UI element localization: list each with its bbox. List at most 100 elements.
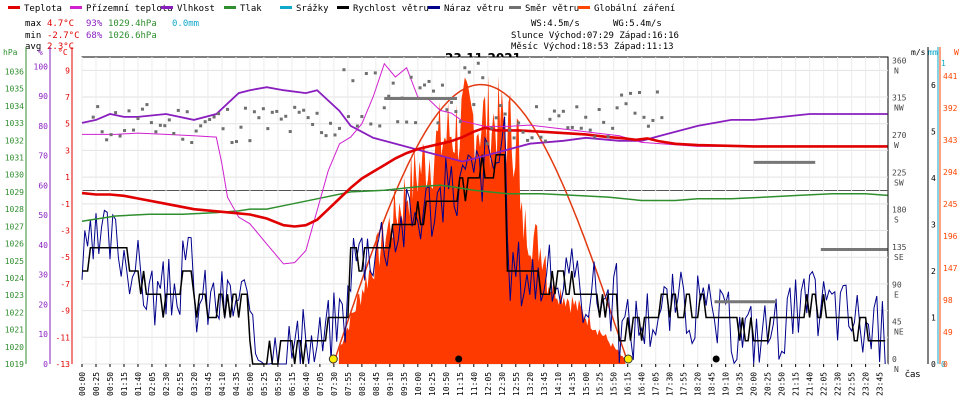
- axis-hpa-tick: 1029: [5, 188, 24, 197]
- x-tick-label: 14:35: [568, 372, 577, 396]
- wind-direction-point: [306, 116, 310, 120]
- axis-wind-tick: 2: [931, 267, 936, 276]
- temperature-line: [81, 126, 888, 228]
- wind-direction-point: [427, 79, 431, 83]
- axis-direction-label: NW: [894, 104, 904, 113]
- wind-direction-point: [557, 114, 561, 118]
- stat-max-press: 1029.4hPa: [108, 19, 157, 29]
- wind-direction-point: [436, 121, 440, 125]
- legend-swatch: [509, 6, 521, 9]
- legend-swatch: [280, 6, 292, 9]
- wind-direction-point: [503, 112, 507, 116]
- x-tick-label: 04:35: [232, 372, 241, 396]
- axis-temp-tick: -3: [60, 227, 70, 236]
- axis-temp-tick: 9: [65, 66, 70, 75]
- wind-direction-point: [333, 133, 337, 137]
- wind-direction-point: [620, 93, 624, 97]
- wind-direction-point: [185, 110, 189, 114]
- wind-direction-point: [364, 72, 368, 76]
- wind-direction-point: [633, 111, 637, 115]
- legend-item: Vlhkost: [161, 4, 215, 14]
- axis-temp-tick: 5: [65, 120, 70, 129]
- x-tick-label: 01:40: [134, 372, 143, 396]
- axis-radiation-tick: 98: [943, 296, 953, 305]
- wind-direction-point: [114, 111, 118, 115]
- wind-direction-point: [275, 109, 279, 113]
- wind-direction-point: [579, 126, 583, 130]
- x-tick-label: 08:20: [358, 372, 367, 396]
- legend-label: Teplota: [24, 4, 62, 14]
- wind-direction-point: [302, 108, 306, 112]
- axis-radiation-tick: 343: [943, 136, 958, 145]
- x-tick-label: 17:30: [666, 372, 675, 396]
- axis-radiation-tick: 49: [943, 328, 953, 337]
- axis-hpa-tick: 1036: [5, 68, 24, 77]
- wind-direction-point: [109, 133, 113, 137]
- wind-direction-point: [611, 126, 615, 130]
- wind-direction-point: [118, 134, 122, 138]
- wind-direction-point: [284, 114, 288, 118]
- axis-humidity-tick: 70: [38, 152, 48, 161]
- axis-wind-tick: 5: [931, 127, 936, 136]
- axis-humidity-tick: 90: [38, 92, 48, 101]
- x-tick-label: 21:40: [806, 372, 815, 396]
- axis-temp-tick: 3: [65, 146, 70, 155]
- x-tick-label: 08:45: [372, 372, 381, 396]
- axis-hpa-tick: 1030: [5, 171, 24, 180]
- wind-direction-point: [270, 110, 274, 114]
- wind-direction-point: [588, 128, 592, 132]
- x-tick-label: 05:00: [246, 372, 255, 396]
- axis-direction-tick: 45: [892, 318, 902, 327]
- axis-humidity-tick: 30: [38, 271, 48, 280]
- wind-direction-point: [252, 110, 256, 114]
- x-tick-label: 10:25: [428, 372, 437, 396]
- wind-direction-point: [655, 90, 659, 94]
- humidity-line: [81, 86, 888, 163]
- axis-radiation-tick: 294: [943, 168, 958, 177]
- wind-direction-point: [409, 75, 413, 79]
- axis-hpa-tick: 1031: [5, 154, 24, 163]
- x-tick-label: 14:10: [554, 372, 563, 396]
- wind-direction-point: [566, 126, 570, 130]
- legend-item: Teplota: [8, 4, 62, 14]
- legend-swatch: [161, 6, 173, 9]
- x-tick-label: 01:15: [120, 372, 129, 396]
- axis-direction-tick: 90: [892, 280, 902, 289]
- axis-humidity-tick: 50: [38, 211, 48, 220]
- x-tick-label: 02:05: [148, 372, 157, 396]
- x-tick-label: 06:40: [302, 372, 311, 396]
- legend-label: Tlak: [240, 4, 262, 14]
- wind-direction-point: [329, 121, 333, 125]
- axis-radiation-tick: 196: [943, 232, 958, 241]
- wind-direction-point: [261, 107, 265, 111]
- axis-radiation-tick: 245: [943, 200, 958, 209]
- axis-hpa-tick: 1027: [5, 222, 24, 231]
- wind-direction-point: [615, 106, 619, 110]
- axis-temp-tick: 1: [65, 173, 70, 182]
- wind-direction-point: [154, 130, 158, 134]
- wind-direction-point: [243, 106, 247, 110]
- x-tick-label: 17:05: [652, 372, 661, 396]
- axis-direction-label: NE: [894, 328, 904, 337]
- wind-direction-point: [346, 115, 350, 119]
- wind-direction-point: [208, 117, 212, 121]
- x-tick-label: 20:25: [764, 372, 773, 396]
- info-moon: Měsíc Východ:18:53 Západ:11:13: [511, 42, 674, 52]
- wind-direction-point: [440, 83, 444, 87]
- x-tick-label: 07:30: [330, 372, 339, 396]
- x-tick-label: 22:55: [848, 372, 857, 396]
- axis-temp-tick: -11: [56, 333, 71, 342]
- x-tick-label: 23:20: [862, 372, 871, 396]
- wind-direction-point: [423, 83, 427, 87]
- wind-direction-point: [593, 135, 597, 139]
- wind-direction-point: [360, 115, 364, 119]
- stat-avg-temp: 2.3°C: [47, 42, 74, 52]
- wind-direction-point: [181, 137, 185, 141]
- legend-item: Srážky: [280, 4, 329, 14]
- wind-direction-point: [239, 125, 243, 129]
- axis-direction-tick: 360: [892, 56, 907, 65]
- wind-direction-point: [490, 126, 494, 130]
- wind-direction-point: [570, 125, 574, 129]
- axis-radiation: W 441 392 343 294 245 196 147 98 49 0: [939, 47, 959, 369]
